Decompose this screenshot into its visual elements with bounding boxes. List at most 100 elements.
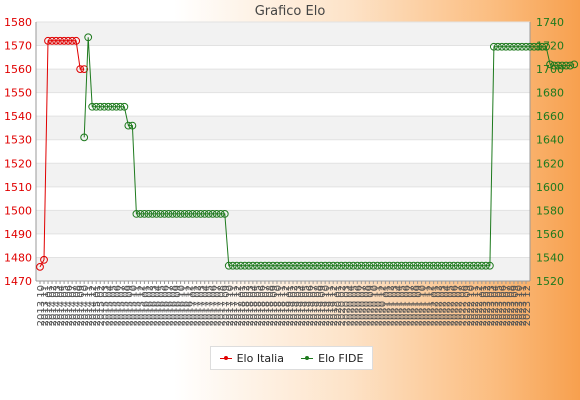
data-point-elo-fide — [301, 261, 309, 270]
x-tick-label: 2014 09 — [76, 285, 87, 326]
data-point-elo-fide — [160, 209, 169, 218]
x-tick-label: 2017 06 — [209, 285, 220, 326]
y-left-tick-label: 1480 — [4, 251, 32, 264]
grid-band — [36, 69, 530, 93]
x-tick-label: 2016 03 — [148, 285, 159, 326]
x-tick-label: 2019 05 — [301, 285, 312, 326]
x-tick-label: 2013 11 — [40, 285, 51, 326]
data-point-elo-fide — [337, 261, 346, 270]
data-point-elo-fide — [164, 209, 173, 218]
data-point-elo-fide — [220, 209, 229, 218]
x-tick-label: 2016 06 — [161, 285, 172, 326]
y-left-tick-label: 1560 — [4, 63, 32, 76]
data-point-elo-fide — [152, 209, 161, 218]
x-tick-label: 2022 01 — [430, 285, 441, 326]
data-point-elo-fide — [184, 209, 193, 218]
x-tick-label: 2020 01 — [333, 285, 344, 326]
data-point-elo-fide — [461, 261, 470, 270]
data-point-elo-fide — [401, 261, 410, 270]
data-point-elo-fide — [385, 261, 394, 270]
x-tick-label: 2015 08 — [120, 285, 131, 326]
data-point-elo-fide — [317, 261, 326, 270]
x-tick-label: 2020 05 — [349, 285, 360, 326]
data-point-elo-italia — [44, 36, 52, 45]
x-tick-label: 2023 02 — [482, 285, 493, 326]
x-tick-label: 2015 05 — [108, 285, 119, 326]
data-point-elo-fide — [518, 42, 526, 51]
x-tick-label: 2017 01 — [189, 285, 200, 326]
x-tick-label: 2023 01 — [478, 285, 489, 326]
x-tick-label: 2016 01 — [140, 285, 151, 326]
data-point-elo-fide — [498, 42, 506, 51]
x-tick-label: 2014 08 — [72, 285, 83, 326]
x-tick-label: 2021 06 — [402, 285, 413, 326]
data-point-elo-fide — [357, 261, 366, 270]
x-tick-label: 2017 04 — [201, 285, 212, 326]
x-tick-label: 2023 03 — [486, 285, 497, 326]
data-point-elo-fide — [116, 102, 125, 111]
data-point-elo-fide — [457, 261, 466, 270]
data-point-elo-fide — [526, 42, 534, 51]
x-tick-label: 2015 03 — [100, 285, 111, 326]
x-tick-label: 2018 02 — [241, 285, 252, 326]
data-point-elo-fide — [297, 261, 305, 270]
data-point-elo-fide — [562, 61, 571, 70]
data-point-elo-fide — [425, 261, 434, 270]
data-point-elo-fide — [236, 261, 245, 270]
data-point-elo-fide — [261, 261, 269, 270]
data-point-elo-fide — [550, 61, 559, 70]
y-left-tick-label: 1510 — [4, 181, 32, 194]
data-point-elo-italia — [56, 36, 64, 45]
data-point-elo-fide — [353, 261, 362, 270]
data-point-elo-fide — [80, 133, 89, 142]
x-tick-label: 2014 02 — [48, 285, 59, 326]
data-point-elo-fide — [441, 261, 450, 270]
data-point-elo-fide — [558, 61, 567, 70]
y-left-tick-label: 1500 — [4, 204, 32, 217]
x-tick-label: 2014 11 — [84, 285, 95, 326]
x-tick-label: 2021 09 — [414, 285, 425, 326]
data-point-elo-fide — [381, 261, 390, 270]
data-point-elo-fide — [449, 261, 458, 270]
x-tick-label: 2014 10 — [80, 285, 91, 326]
data-point-elo-fide — [192, 209, 201, 218]
y-right-tick-label: 1540 — [536, 251, 564, 264]
data-point-elo-italia — [48, 36, 56, 45]
data-point-elo-italia — [64, 36, 73, 45]
data-point-elo-fide — [120, 102, 129, 111]
y-right-tick-label: 1520 — [536, 275, 564, 288]
data-point-elo-fide — [329, 261, 338, 270]
data-point-elo-fide — [289, 261, 297, 270]
data-point-elo-fide — [429, 261, 438, 270]
grid-band — [36, 22, 530, 46]
x-tick-label: 2015 12 — [136, 285, 147, 326]
y-right-tick-label: 1680 — [536, 87, 564, 100]
x-tick-label: 2018 12 — [281, 285, 292, 326]
x-tick-label: 2021 05 — [397, 285, 408, 326]
grid-band — [36, 210, 530, 234]
data-point-elo-fide — [132, 209, 141, 218]
y-left-tick-label: 1540 — [4, 110, 32, 123]
data-point-elo-fide — [481, 261, 490, 270]
x-tick-label: 2015 11 — [132, 285, 143, 326]
y-left-tick-label: 1580 — [4, 16, 32, 29]
x-tick-label: 2021 03 — [389, 285, 400, 326]
x-tick-label: 2019 02 — [289, 285, 300, 326]
x-tick-label: 2016 08 — [169, 285, 180, 326]
data-point-elo-fide — [554, 61, 563, 70]
data-point-elo-fide — [285, 261, 293, 270]
x-tick-label: 2021 07 — [406, 285, 417, 326]
data-point-elo-fide — [281, 261, 289, 270]
data-point-elo-fide — [257, 261, 265, 270]
data-point-elo-fide — [180, 209, 189, 218]
data-point-elo-fide — [136, 209, 145, 218]
x-tick-label: 2016 02 — [144, 285, 155, 326]
data-point-elo-fide — [546, 60, 554, 69]
x-tick-label: 2020 03 — [341, 285, 352, 326]
x-tick-label: 2014 12 — [88, 285, 99, 326]
data-point-elo-fide — [200, 209, 209, 218]
data-point-elo-fide — [469, 261, 478, 270]
data-point-elo-fide — [489, 42, 498, 51]
y-right-tick-label: 1600 — [536, 181, 564, 194]
data-point-elo-fide — [389, 261, 398, 270]
